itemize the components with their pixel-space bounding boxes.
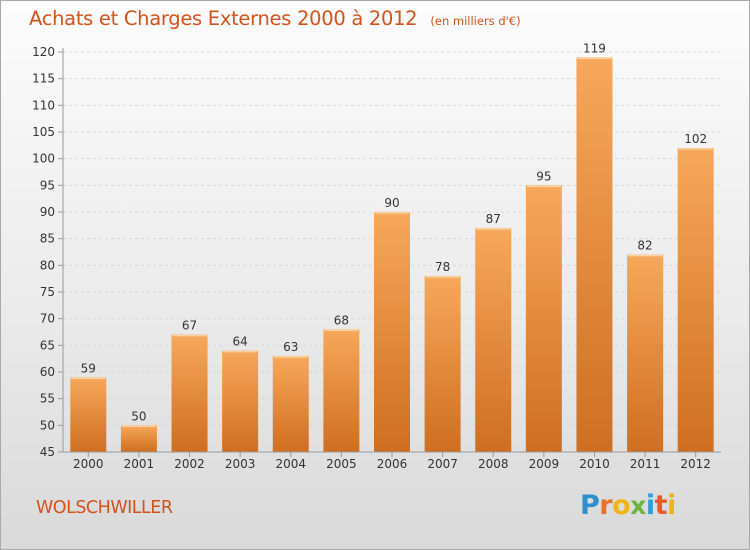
y-axis: 45 50 55 60 65 70 75 80 85 90 95 100 105 110 115 120 bbox=[32, 45, 64, 459]
chart-unit: (en milliers d'€) bbox=[430, 14, 521, 28]
data-label: 82 bbox=[637, 239, 652, 253]
y-tick-label: 80 bbox=[40, 258, 55, 272]
proxiti-logo: Proxiti bbox=[580, 490, 676, 521]
x-tick-label: 2000 bbox=[73, 457, 104, 471]
y-tick-label: 120 bbox=[32, 45, 55, 59]
logo-letter: P bbox=[580, 490, 600, 521]
data-label: 90 bbox=[384, 196, 399, 210]
data-label: 102 bbox=[684, 132, 707, 146]
x-tick-label: 2001 bbox=[124, 457, 155, 471]
data-label: 64 bbox=[233, 335, 248, 349]
y-tick-label: 85 bbox=[40, 232, 55, 246]
bar bbox=[374, 212, 410, 452]
bars bbox=[70, 57, 714, 453]
bar bbox=[576, 57, 613, 452]
data-label: 68 bbox=[334, 313, 349, 327]
y-tick-label: 100 bbox=[32, 152, 55, 166]
bar bbox=[323, 329, 360, 452]
x-tick-label: 2010 bbox=[579, 457, 610, 471]
title-row: Achats et Charges Externes 2000 à 2012 (… bbox=[29, 7, 521, 30]
bar bbox=[222, 350, 259, 452]
bar bbox=[272, 356, 309, 452]
logo-letter: o bbox=[612, 490, 631, 521]
x-tick-label: 2007 bbox=[427, 457, 458, 471]
y-tick-label: 110 bbox=[32, 98, 55, 112]
data-label: 95 bbox=[536, 169, 551, 183]
data-label: 119 bbox=[583, 41, 606, 55]
data-label: 87 bbox=[486, 212, 501, 226]
y-tick-label: 75 bbox=[40, 285, 55, 299]
x-tick-label: 2009 bbox=[529, 457, 560, 471]
x-axis: 2000 2001 2002 2003 2004 2005 2006 2007 2008 2009… bbox=[63, 451, 721, 471]
y-tick-label: 115 bbox=[32, 72, 55, 86]
x-tick-label: 2006 bbox=[377, 457, 408, 471]
x-tick-label: 2008 bbox=[478, 457, 509, 471]
y-tick-label: 65 bbox=[40, 338, 55, 352]
x-tick-label: 2011 bbox=[630, 457, 661, 471]
bar bbox=[525, 185, 562, 453]
x-tick-label: 2002 bbox=[174, 457, 205, 471]
data-label: 78 bbox=[435, 260, 450, 274]
y-tick-label: 60 bbox=[40, 365, 55, 379]
x-tick-label: 2005 bbox=[326, 457, 357, 471]
bar bbox=[70, 377, 107, 452]
bar bbox=[475, 228, 512, 452]
logo-letter: t bbox=[654, 490, 668, 521]
x-tick-label: 2003 bbox=[225, 457, 256, 471]
bar bbox=[120, 425, 157, 452]
bar bbox=[424, 276, 461, 452]
logo-letter: i bbox=[667, 490, 676, 521]
logo-letter: r bbox=[599, 490, 613, 521]
x-tick-label: 2012 bbox=[680, 457, 711, 471]
data-label: 59 bbox=[81, 361, 96, 375]
y-tick-label: 50 bbox=[40, 418, 55, 432]
y-tick-label: 90 bbox=[40, 205, 55, 219]
x-tick-label: 2004 bbox=[275, 457, 306, 471]
bar bbox=[171, 334, 208, 452]
y-tick-label: 55 bbox=[40, 392, 55, 406]
bar bbox=[677, 148, 714, 452]
data-labels: 59 50 67 64 63 68 90 78 87 95 119 82 102 bbox=[81, 41, 707, 423]
data-label: 50 bbox=[131, 409, 146, 423]
data-label: 63 bbox=[283, 340, 298, 354]
y-tick-label: 45 bbox=[40, 445, 55, 459]
logo-letter: x bbox=[630, 491, 646, 520]
y-tick-label: 70 bbox=[40, 312, 55, 326]
y-tick-label: 95 bbox=[40, 178, 55, 192]
commune-name: WOLSCHWILLER bbox=[36, 498, 173, 518]
chart-title: Achats et Charges Externes 2000 à 2012 bbox=[29, 7, 418, 30]
logo-letter: i bbox=[645, 490, 655, 521]
bar bbox=[627, 254, 664, 452]
y-tick-label: 105 bbox=[32, 125, 55, 139]
data-label: 67 bbox=[182, 319, 197, 333]
